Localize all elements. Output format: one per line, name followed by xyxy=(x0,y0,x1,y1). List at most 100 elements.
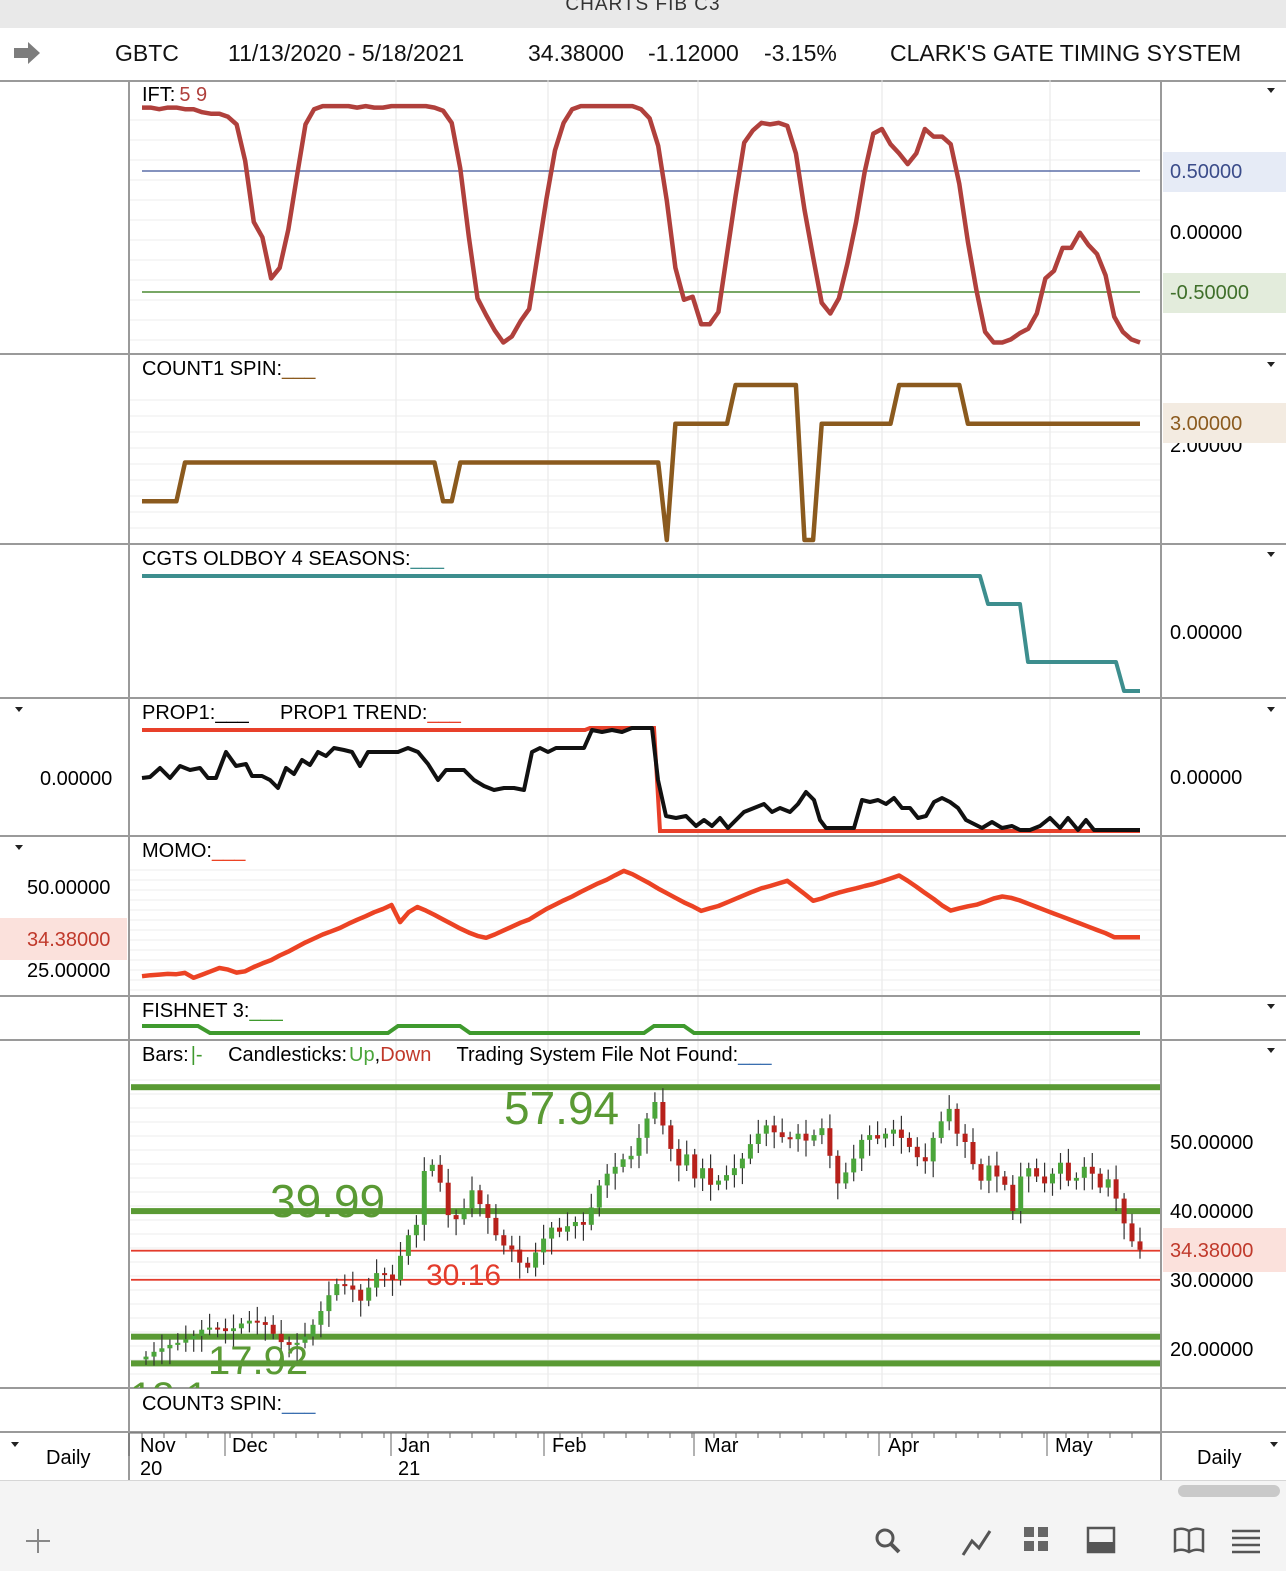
momo-panel: MOMO:___ 50.00000 34.38000 25.00000 xyxy=(0,840,1160,991)
candle-body xyxy=(207,1327,213,1330)
period-right-menu-icon[interactable] xyxy=(1270,1442,1278,1447)
candle-body xyxy=(278,1333,284,1343)
price-change-pct: -3.15% xyxy=(764,40,837,66)
period-left-menu-icon[interactable] xyxy=(11,1442,19,1447)
candle-body xyxy=(398,1255,403,1280)
candle-body xyxy=(803,1133,809,1141)
candle-body xyxy=(191,1335,197,1340)
year-20: 20 xyxy=(140,1458,162,1480)
candle-body xyxy=(159,1348,165,1352)
price-legend: Bars: |- Candlesticks: Up,Down Trading Sys… xyxy=(142,1044,772,1066)
candle-body xyxy=(151,1351,157,1357)
price-last-label: 34.38000 xyxy=(1170,1240,1253,1262)
momo-menu-icon[interactable] xyxy=(15,845,23,850)
level-57-label: 57.94 xyxy=(504,1082,619,1134)
candle-body xyxy=(1137,1241,1143,1250)
candle-body xyxy=(429,1164,435,1171)
candle-body xyxy=(588,1207,594,1225)
level-40-label: 39.99 xyxy=(270,1175,385,1227)
candle-body xyxy=(469,1190,475,1209)
count1-label: COUNT1 SPIN:___ xyxy=(142,358,316,380)
oldboy-menu-icon[interactable] xyxy=(1267,552,1275,557)
candle-body xyxy=(143,1356,149,1360)
ift-zero-label: 0.00000 xyxy=(1170,222,1242,244)
candle-body xyxy=(827,1128,833,1156)
candle-body xyxy=(445,1182,451,1216)
ift-panel: IFT: 5 9 0.50000 0.00000 -0.50000 xyxy=(130,84,1286,345)
momo-25-label: 25.00000 xyxy=(27,960,110,982)
candle-body xyxy=(763,1125,769,1134)
prop1-left-menu-icon[interactable] xyxy=(15,707,23,712)
menu-icon[interactable] xyxy=(1230,1525,1262,1555)
candle-body xyxy=(652,1102,658,1119)
candle-body xyxy=(493,1217,499,1236)
ift-menu-icon[interactable] xyxy=(1267,88,1275,93)
level-18-label: 17.92 xyxy=(208,1339,308,1383)
fishnet-menu-icon[interactable] xyxy=(1267,1004,1275,1009)
candle-body xyxy=(1002,1176,1008,1185)
arrow-right-icon[interactable] xyxy=(12,40,42,66)
month-nov: Nov xyxy=(140,1435,176,1457)
period-left[interactable]: Daily xyxy=(46,1447,90,1469)
count1-panel: COUNT1 SPIN:___ 2.00000 3.00000 xyxy=(130,358,1286,543)
candle-body xyxy=(533,1252,539,1268)
candle-body xyxy=(501,1235,507,1246)
candle-body xyxy=(859,1139,865,1159)
symbol[interactable]: GBTC xyxy=(115,40,179,66)
prop1-left-zero: 0.00000 xyxy=(40,768,112,790)
candle-body xyxy=(461,1208,467,1220)
panel-icon[interactable] xyxy=(1086,1525,1116,1555)
candle-body xyxy=(358,1289,364,1301)
momo-50-label: 50.00000 xyxy=(27,877,110,899)
candle-body xyxy=(382,1273,388,1276)
x-axis: Nov Dec Jan Feb Mar Apr May 20 21 Daily … xyxy=(11,1432,1278,1480)
candle-body xyxy=(565,1226,570,1232)
green-level-line-0 xyxy=(131,1084,1160,1091)
candle-body xyxy=(1089,1166,1095,1174)
grid-icon[interactable] xyxy=(1022,1525,1050,1553)
candle-body xyxy=(541,1238,547,1253)
candle-body xyxy=(684,1154,690,1166)
last-price: 34.38000 xyxy=(528,40,624,66)
price-tick-30: 30.00000 xyxy=(1170,1270,1253,1292)
count1-series-line xyxy=(142,382,1140,543)
window-titlebar: CHARTS FIB C3 xyxy=(0,0,1286,29)
candle-body xyxy=(1073,1177,1079,1181)
book-icon[interactable] xyxy=(1172,1525,1206,1555)
horizontal-scrollbar[interactable] xyxy=(1178,1485,1280,1497)
level-30-label: 30.16 xyxy=(426,1259,501,1292)
chart-area: IFT: 5 9 0.50000 0.00000 -0.50000 COUNT1 … xyxy=(0,80,1286,1480)
prop1-menu-icon[interactable] xyxy=(1267,707,1275,712)
line-chart-icon[interactable] xyxy=(960,1525,994,1559)
month-jan: Jan xyxy=(398,1435,430,1457)
candle-body xyxy=(270,1324,276,1334)
plus-icon[interactable] xyxy=(22,1525,54,1557)
candle-body xyxy=(716,1180,721,1185)
candle-body xyxy=(1018,1176,1024,1211)
month-feb: Feb xyxy=(552,1435,586,1457)
search-icon[interactable] xyxy=(872,1525,904,1557)
candle-body xyxy=(1129,1223,1135,1242)
candle-body xyxy=(819,1128,825,1136)
green-level-line-3 xyxy=(131,1360,1160,1367)
red-level-line-1 xyxy=(131,1278,1160,1281)
candle-body xyxy=(1081,1166,1087,1178)
month-apr: Apr xyxy=(888,1435,919,1457)
candle-body xyxy=(795,1133,801,1140)
candle-body xyxy=(350,1285,356,1290)
period-right[interactable]: Daily xyxy=(1197,1447,1241,1469)
candle-body xyxy=(286,1342,292,1345)
price-menu-icon[interactable] xyxy=(1267,1048,1275,1053)
candle-body xyxy=(962,1133,968,1142)
candle-body xyxy=(930,1137,936,1162)
candle-body xyxy=(183,1339,189,1343)
candle-body xyxy=(318,1311,324,1325)
candle-body xyxy=(636,1137,642,1156)
candle-body xyxy=(787,1137,793,1140)
candle-body xyxy=(946,1108,952,1122)
candle-body xyxy=(1105,1179,1111,1188)
ift-level-label: 0.50000 xyxy=(1170,161,1242,183)
count1-menu-icon[interactable] xyxy=(1267,362,1275,367)
candle-body xyxy=(668,1125,674,1149)
candle-body xyxy=(254,1320,260,1323)
